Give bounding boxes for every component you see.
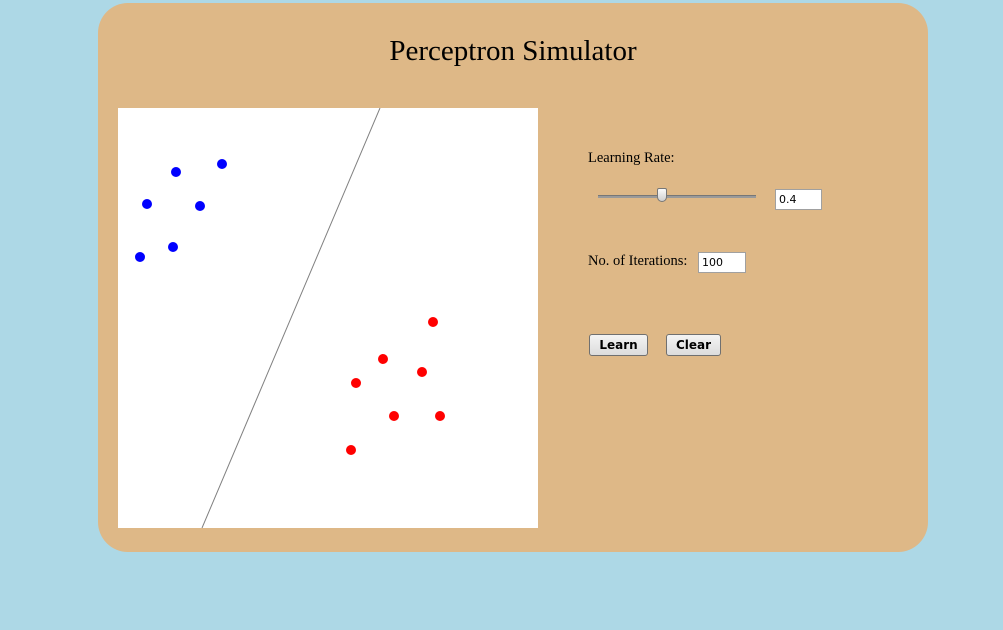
learning-rate-slider[interactable] (598, 186, 756, 206)
blue-data-point (217, 159, 227, 169)
red-data-point (428, 317, 438, 327)
iterations-input[interactable] (698, 252, 746, 273)
red-data-point (389, 411, 399, 421)
clear-button[interactable]: Clear (666, 334, 721, 356)
slider-thumb[interactable] (657, 188, 667, 202)
learning-rate-label: Learning Rate: (588, 150, 675, 166)
plot-canvas[interactable] (118, 108, 538, 528)
learning-rate-input[interactable] (775, 189, 822, 210)
blue-data-point (168, 242, 178, 252)
blue-data-point (171, 167, 181, 177)
plot-svg[interactable] (118, 108, 538, 528)
red-data-point (351, 378, 361, 388)
red-data-point (378, 354, 388, 364)
decision-boundary-line (201, 108, 381, 528)
blue-data-point (135, 252, 145, 262)
simulator-panel: Perceptron Simulator Learning Rate: No. … (98, 3, 928, 552)
blue-data-point (195, 201, 205, 211)
blue-data-point (142, 199, 152, 209)
learn-button[interactable]: Learn (589, 334, 648, 356)
red-data-point (435, 411, 445, 421)
page-title: Perceptron Simulator (389, 35, 637, 67)
slider-track[interactable] (598, 195, 756, 198)
iterations-label: No. of Iterations: (588, 253, 688, 269)
red-data-point (346, 445, 356, 455)
red-data-point (417, 367, 427, 377)
